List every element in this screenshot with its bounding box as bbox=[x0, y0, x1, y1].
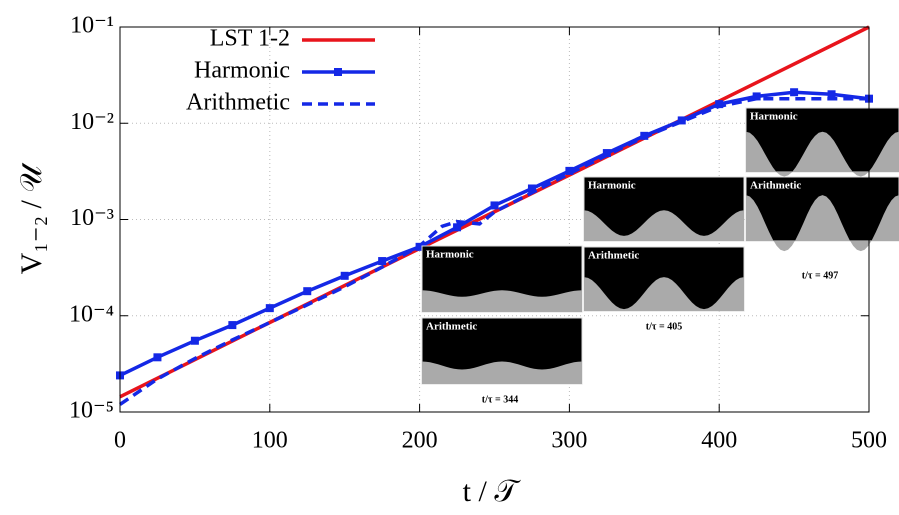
inset-fluid bbox=[746, 131, 899, 177]
y-tick-label: 10⁻¹ bbox=[70, 13, 114, 39]
point-marker bbox=[565, 166, 574, 175]
series-line bbox=[119, 96, 869, 406]
y-axis-label: V₁₋₂ / 𝒰 bbox=[15, 162, 48, 275]
point-marker bbox=[715, 100, 724, 109]
legend-marker bbox=[334, 68, 342, 76]
inset-time-label: t/τ = 497 bbox=[802, 270, 838, 281]
point-marker bbox=[378, 257, 387, 266]
x-tick-label: 300 bbox=[551, 428, 587, 454]
point-marker bbox=[265, 304, 274, 313]
inset-fluid bbox=[422, 361, 582, 384]
y-tick-label: 10⁻³ bbox=[70, 205, 114, 231]
x-tick-label: 100 bbox=[252, 428, 288, 454]
panel-label: Arithmetic bbox=[426, 321, 477, 333]
legend-label: Arithmetic bbox=[186, 90, 290, 116]
point-marker bbox=[453, 223, 462, 232]
x-tick-label: 500 bbox=[851, 428, 887, 454]
inset-time-label: t/τ = 344 bbox=[482, 394, 518, 405]
point-marker bbox=[677, 116, 686, 125]
panel-label: Arithmetic bbox=[588, 250, 639, 262]
point-marker bbox=[190, 336, 199, 345]
y-tick-label: 10⁻² bbox=[70, 109, 114, 135]
x-tick-label: 400 bbox=[701, 428, 737, 454]
point-marker bbox=[602, 149, 611, 158]
point-marker bbox=[790, 88, 799, 97]
point-marker bbox=[827, 90, 836, 99]
y-tick-label: 10⁻⁴ bbox=[69, 301, 114, 327]
point-marker bbox=[228, 321, 237, 330]
point-marker bbox=[303, 287, 312, 296]
inset-fluid bbox=[584, 277, 744, 311]
panel-label: Harmonic bbox=[426, 249, 474, 261]
x-tick-label: 0 bbox=[114, 428, 126, 454]
point-marker bbox=[490, 201, 499, 210]
x-tick-label: 200 bbox=[402, 428, 438, 454]
panel-label: Arithmetic bbox=[750, 180, 801, 192]
point-marker bbox=[340, 271, 349, 280]
inset-time-label: t/τ = 405 bbox=[646, 321, 682, 332]
point-marker bbox=[527, 184, 536, 193]
x-axis-label: t / 𝒯 bbox=[463, 475, 522, 508]
legend-label: Harmonic bbox=[194, 58, 290, 84]
panel-label: Harmonic bbox=[750, 111, 798, 123]
legend-label: LST 1-2 bbox=[210, 26, 290, 52]
series-line bbox=[119, 25, 870, 399]
inset-fluid bbox=[422, 290, 582, 312]
panel-label: Harmonic bbox=[588, 180, 636, 192]
plot-frame bbox=[119, 26, 870, 413]
point-marker bbox=[153, 353, 162, 362]
point-marker bbox=[752, 92, 761, 101]
inset-fluid bbox=[584, 210, 744, 241]
inset-fluid bbox=[746, 195, 899, 252]
y-tick-label: 10⁻⁵ bbox=[69, 398, 114, 424]
